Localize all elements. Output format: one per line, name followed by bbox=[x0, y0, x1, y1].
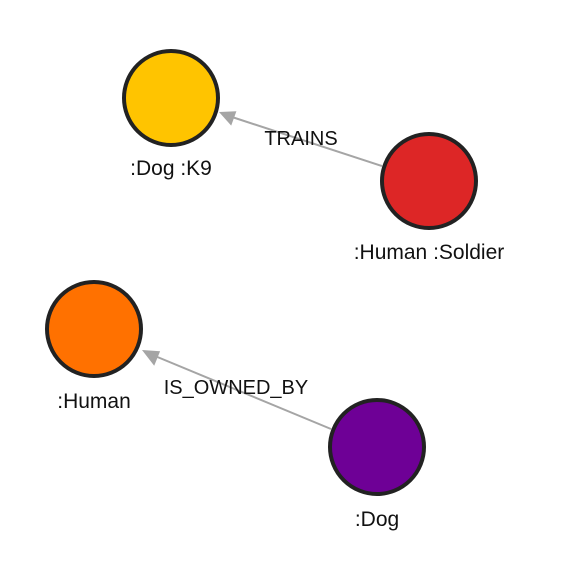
node-dog-k9[interactable]: :Dog :K9 bbox=[122, 49, 220, 180]
edge-is-owned-by-line bbox=[154, 355, 332, 430]
node-dog-k9-circle[interactable] bbox=[122, 49, 220, 147]
nodes-layer: :Dog :K9 :Human :Soldier :Human :Dog bbox=[45, 49, 505, 531]
edge-trains-label: TRAINS bbox=[264, 128, 337, 150]
edge-is-owned-by[interactable]: IS_OWNED_BY bbox=[142, 350, 332, 430]
edge-trains[interactable]: TRAINS bbox=[219, 111, 383, 167]
node-human-circle[interactable] bbox=[45, 280, 143, 378]
node-human-label: :Human bbox=[57, 390, 131, 413]
edge-trains-arrowhead bbox=[219, 111, 237, 126]
edge-is-owned-by-label: IS_OWNED_BY bbox=[164, 377, 308, 399]
node-human[interactable]: :Human bbox=[45, 280, 143, 413]
edge-trains-line bbox=[231, 116, 383, 167]
node-human-soldier[interactable]: :Human :Soldier bbox=[354, 132, 505, 264]
node-human-soldier-label: :Human :Soldier bbox=[354, 241, 505, 264]
edges-layer: TRAINS IS_OWNED_BY bbox=[142, 111, 383, 430]
node-dog-k9-label: :Dog :K9 bbox=[130, 157, 212, 180]
node-dog-label: :Dog bbox=[355, 508, 399, 531]
node-dog[interactable]: :Dog bbox=[328, 398, 426, 531]
edge-is-owned-by-arrowhead bbox=[142, 350, 161, 366]
node-human-soldier-circle[interactable] bbox=[380, 132, 478, 230]
node-dog-circle[interactable] bbox=[328, 398, 426, 496]
